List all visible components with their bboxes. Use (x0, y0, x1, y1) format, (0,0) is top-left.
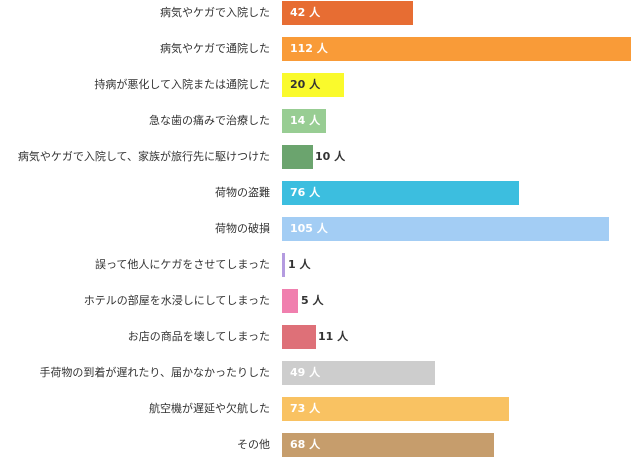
category-label: 病気やケガで通院した (160, 42, 270, 55)
category-label: 病気やケガで入院した (160, 6, 270, 19)
value-label: 42 人 (290, 6, 321, 19)
category-label: お店の商品を壊してしまった (127, 330, 270, 343)
category-label: その他 (237, 438, 270, 451)
category-label: 荷物の破損 (215, 222, 270, 235)
value-label: 112 人 (290, 42, 328, 55)
bar-row: 誤って他人にケガをさせてしまった 1 人 (0, 253, 631, 277)
bar-row: ホテルの部屋を水浸しにしてしまった 5 人 (0, 289, 631, 313)
value-label: 14 人 (290, 114, 321, 127)
bar (282, 181, 519, 205)
value-label: 11 人 (318, 330, 349, 343)
bar-row: 持病が悪化して入院または通院した 20 人 (0, 73, 631, 97)
category-label: 誤って他人にケガをさせてしまった (94, 258, 270, 271)
bar-row: 荷物の破損 105 人 (0, 217, 631, 241)
category-label: ホテルの部屋を水浸しにしてしまった (83, 294, 270, 307)
category-label: 病気やケガで入院して、家族が旅行先に駆けつけた (17, 150, 270, 163)
bar (282, 289, 298, 313)
bar (282, 109, 326, 133)
value-label: 73 人 (290, 402, 321, 415)
bar (282, 145, 313, 169)
value-label: 10 人 (315, 150, 346, 163)
bar-row: 病気やケガで入院して、家族が旅行先に駆けつけた 10 人 (0, 145, 631, 169)
bar (282, 361, 435, 385)
value-label: 76 人 (290, 186, 321, 199)
value-label: 68 人 (290, 438, 321, 451)
bar-row: お店の商品を壊してしまった 11 人 (0, 325, 631, 349)
bar (282, 73, 344, 97)
bar-row: 病気やケガで入院した 42 人 (0, 1, 631, 25)
bar-row: その他 68 人 (0, 433, 631, 457)
bar (282, 253, 285, 277)
category-label: 持病が悪化して入院または通院した (94, 78, 270, 91)
bar-row: 航空機が遅延や欠航した 73 人 (0, 397, 631, 421)
category-label: 航空機が遅延や欠航した (149, 402, 270, 415)
category-label: 手荷物の到着が遅れたり、届かなかったりした (39, 366, 270, 379)
value-label: 5 人 (301, 294, 324, 307)
bar-row: 荷物の盗難 76 人 (0, 181, 631, 205)
value-label: 49 人 (290, 366, 321, 379)
bar (282, 1, 413, 25)
category-label: 荷物の盗難 (215, 186, 270, 199)
category-label: 急な歯の痛みで治療した (149, 114, 270, 127)
bar-row: 病気やケガで通院した 112 人 (0, 37, 631, 61)
bar (282, 325, 316, 349)
bar (282, 397, 509, 421)
value-label: 105 人 (290, 222, 328, 235)
bar-row: 手荷物の到着が遅れたり、届かなかったりした 49 人 (0, 361, 631, 385)
value-label: 20 人 (290, 78, 321, 91)
bar-row: 急な歯の痛みで治療した 14 人 (0, 109, 631, 133)
bar (282, 433, 494, 457)
bar (282, 217, 609, 241)
value-label: 1 人 (288, 258, 311, 271)
bar (282, 37, 631, 61)
